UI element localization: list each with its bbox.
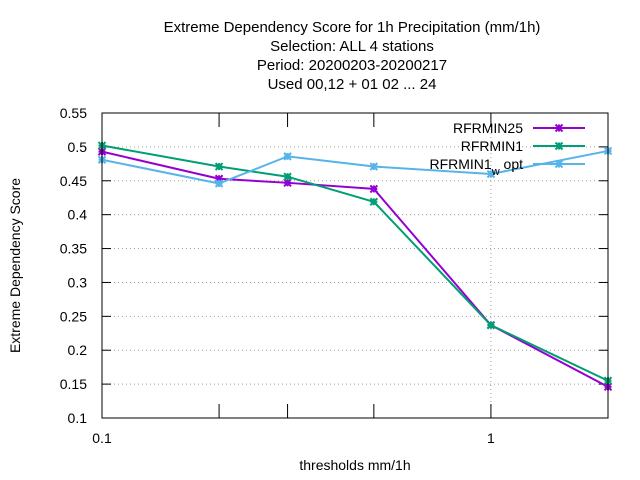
y-tick-label: 0.2 (68, 342, 88, 358)
title-line: Extreme Dependency Score for 1h Precipit… (164, 19, 541, 36)
data-point (486, 169, 496, 179)
y-tick-label: 0.45 (60, 173, 87, 189)
data-point (214, 179, 224, 188)
series-line (101, 144, 609, 382)
axis-ticks: 0.1 0.15 0.2 0.25 0.3 0.35 0.4 0.45 0.5 0.55 0.1 1 (60, 105, 609, 446)
x-axis-label: thresholds mm/1h (299, 457, 410, 473)
data-point (214, 162, 224, 171)
y-tick-label: 0.55 (60, 105, 87, 121)
legend-label: RFRMIN1w opt (429, 156, 523, 178)
data-point (486, 320, 496, 330)
legend-label: RFRMIN1 (461, 138, 523, 154)
data-point (369, 184, 379, 194)
data-point (283, 178, 292, 188)
series-line (101, 150, 609, 388)
y-tick-label: 0.5 (68, 139, 88, 155)
title-line: Period: 20200203-20200217 (257, 57, 447, 74)
y-tick-label: 0.35 (60, 241, 87, 257)
data-point (369, 197, 379, 206)
y-axis-label: Extreme Dependency Score (7, 178, 23, 353)
title-line: Used 00,12 + 01 02 ... 24 (268, 76, 437, 93)
data-point (283, 172, 292, 181)
y-tick-label: 0.1 (68, 410, 88, 426)
data-point (554, 141, 564, 151)
x-tick-label: 0.1 (92, 430, 112, 446)
y-tick-label: 0.3 (68, 274, 88, 290)
plot-frame (101, 112, 609, 419)
series-line (101, 149, 609, 185)
data-point (554, 159, 564, 169)
data-point (369, 162, 379, 171)
data-point (283, 152, 292, 161)
y-tick-label: 0.15 (60, 376, 87, 392)
y-tick-label: 0.4 (68, 207, 88, 223)
grid-lines (102, 113, 608, 418)
y-tick-label: 0.25 (60, 308, 87, 324)
chart-title: Extreme Dependency Score for 1h Precipit… (164, 19, 541, 93)
title-line: Selection: ALL 4 stations (270, 38, 434, 55)
series-lines (97, 141, 613, 392)
data-point (554, 123, 564, 133)
legend: RFRMIN25 RFRMIN1 RFRMIN1w opt (429, 120, 585, 178)
legend-label: RFRMIN25 (453, 120, 523, 136)
x-tick-label: 1 (487, 430, 495, 446)
